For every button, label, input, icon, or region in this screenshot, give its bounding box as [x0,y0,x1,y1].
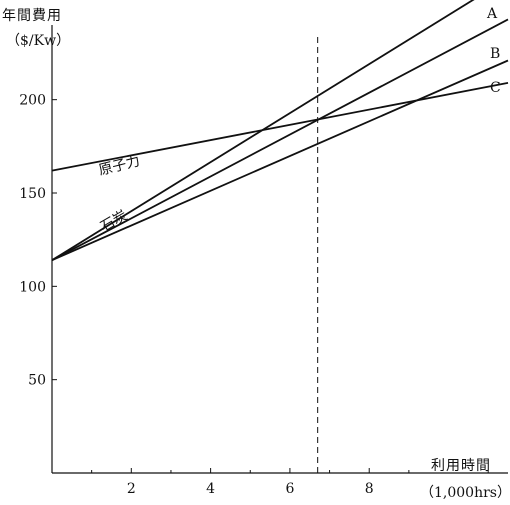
series-label-c: C [490,80,501,96]
x-tick-label: 4 [206,481,215,497]
x-tick-label: 6 [285,481,294,497]
y-tick-label: 100 [19,279,46,295]
y-tick-label: 50 [28,373,46,389]
series-lines [51,0,509,262]
series-label-b: B [490,46,500,62]
y-tick-label: 150 [19,186,46,202]
x-tick-label: 2 [127,481,136,497]
coal-group-label: 石炭 [98,208,130,236]
y-tick-label: 200 [19,93,46,109]
series-line-3 [51,59,509,262]
series-line-0 [51,82,509,172]
series-line-2 [51,18,509,261]
axes [51,25,508,474]
series-label-a: A [486,6,498,22]
ticks: 2 4 6 8 50 100 150 200 [19,93,489,497]
x-tick-label: 8 [365,481,374,497]
chart-labels: 年間費用 （$/Kw） 利用時間 （1,000hrs） 原子力 A B C 石炭 [2,6,510,501]
x-axis-unit: （1,000hrs） [420,485,510,501]
y-axis-title: 年間費用 [2,8,62,24]
series-line-1 [51,0,475,261]
series-label-nuclear: 原子力 [97,153,142,179]
y-axis-unit: （$/Kw） [6,33,70,49]
x-axis-title: 利用時間 [431,458,491,474]
